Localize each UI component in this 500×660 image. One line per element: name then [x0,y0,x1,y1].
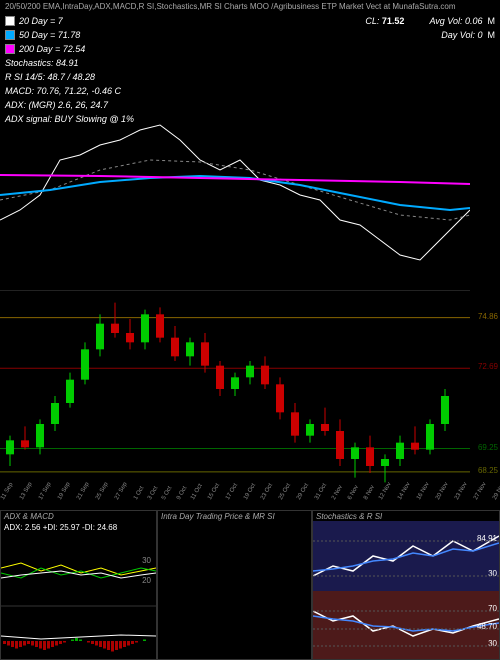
ema-price-chart [0,100,470,280]
chart-container: 20/50/200 EMA,IntraDay,ADX,MACD,R SI,Sto… [0,0,500,660]
svg-text:84.91: 84.91 [477,534,498,543]
candlestick-chart [0,290,470,501]
svg-text:30: 30 [142,556,151,565]
intraday-panel: Intra Day Trading Price & MR SI [157,510,312,660]
svg-text:30: 30 [488,569,497,578]
svg-text:70: 70 [488,604,497,613]
stochastics-panel: Stochastics & R SI 84.91307048.7030 [312,510,500,660]
adx-info: ADX: 2.56 +DI: 25.97 -DI: 24.68 [4,523,117,532]
svg-text:20: 20 [142,576,151,585]
indicator-row: ADX & MACD ADX: 2.56 +DI: 25.97 -DI: 24.… [0,510,500,660]
adx-macd-panel: ADX & MACD ADX: 2.56 +DI: 25.97 -DI: 24.… [0,510,157,660]
svg-text:48.70: 48.70 [477,622,498,631]
x-axis-dates: 11 Sep13 Sep17 Sep19 Sep21 Sep25 Sep27 S… [0,498,470,504]
svg-text:30: 30 [488,639,497,648]
title-line: 20/50/200 EMA,IntraDay,ADX,MACD,R SI,Sto… [5,0,495,14]
